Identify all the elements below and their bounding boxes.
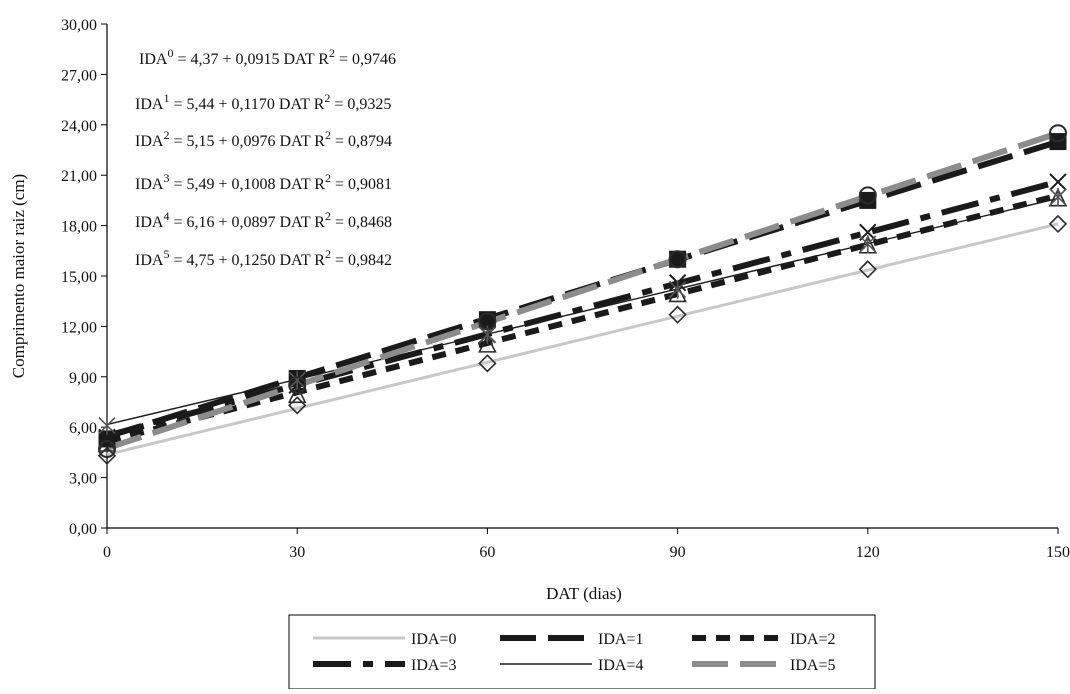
marker-circle (668, 250, 687, 269)
y-tick-label: 21,00 (61, 168, 97, 185)
series-line-ida-4 (106, 197, 1059, 426)
series-group (106, 130, 1059, 457)
y-tick-label: 9,00 (69, 370, 97, 387)
marker-circle (98, 440, 116, 459)
y-tick-label: 15,00 (61, 269, 97, 286)
x-tick-label: 30 (289, 544, 305, 561)
legend: IDA=0 IDA=1 IDA=2 IDA=3 IDA=4 IDA=5 (288, 614, 876, 690)
marker-asterisk (859, 235, 877, 254)
y-axis-label: Comprimento maior raiz (cm) (9, 174, 28, 378)
series-line-ida-0 (106, 222, 1059, 457)
y-tick-label: 3,00 (69, 471, 97, 488)
marker-circle (858, 186, 877, 205)
marker-circle (478, 312, 497, 331)
y-tick-label: 24,00 (61, 118, 97, 135)
y-tick-label: 6,00 (69, 420, 97, 437)
x-axis-label: DAT (dias) (546, 584, 622, 603)
equation-label: IDA5 = 4,75 + 0,1250 DAT R2 = 0,9842 (135, 247, 392, 269)
series-line-ida-5 (106, 130, 1059, 452)
legend-label: IDA=3 (411, 657, 456, 674)
y-tick-label: 18,00 (61, 219, 97, 236)
y-tick-label: 12,00 (61, 319, 97, 336)
equation-label: IDA2 = 5,15 + 0,0976 DAT R2 = 0,8794 (135, 128, 392, 150)
x-tick-label: 120 (856, 544, 880, 561)
x-tick-label: 60 (479, 544, 495, 561)
equation-label: IDA3 = 5,49 + 0,1008 DAT R2 = 0,9081 (135, 171, 392, 193)
marker-x (1049, 173, 1067, 191)
legend-label: IDA=4 (598, 657, 643, 674)
legend-label: IDA=0 (411, 631, 456, 648)
marker-circle (1049, 124, 1067, 143)
legend-label: IDA=1 (598, 631, 643, 648)
y-tick-label: 27,00 (61, 67, 97, 84)
equation-label: IDA1 = 5,44 + 0,1170 DAT R2 = 0,9325 (135, 91, 391, 113)
marker-diamond (478, 354, 497, 373)
tick-labels-group: 0,00 3,00 6,00 9,00 12,00 15,00 18,00 21,00 24,0… (61, 17, 1070, 561)
marker-triangle (287, 384, 307, 404)
legend-label: IDA=2 (790, 631, 835, 648)
marker-asterisk (288, 371, 306, 390)
marker-diamond (668, 305, 687, 324)
marker-square (859, 191, 877, 209)
x-tick-label: 150 (1046, 544, 1070, 561)
marker-diamond (97, 446, 117, 465)
marker-asterisk (98, 416, 116, 435)
equation-label: IDA4 = 6,16 + 0,0897 DAT R2 = 0,8468 (135, 209, 392, 231)
marker-circle (288, 376, 307, 395)
marker-diamond (858, 260, 877, 279)
marker-asterisk (1049, 188, 1067, 207)
x-tick-label: 0 (103, 544, 111, 561)
y-tick-label: 0,00 (69, 521, 97, 538)
marker-triangle (478, 334, 497, 353)
y-tick-label: 30,00 (61, 17, 97, 34)
legend-label: IDA=5 (790, 657, 835, 674)
marker-asterisk (669, 280, 687, 299)
equations-group: IDA0 = 4,37 + 0,0915 DAT R2 = 0,9746 IDA1… (135, 46, 396, 269)
markers-group (97, 124, 1068, 465)
legend-box (288, 614, 876, 690)
marker-diamond (1048, 214, 1068, 234)
equation-label: IDA0 = 4,37 + 0,0915 DAT R2 = 0,9746 (139, 46, 396, 68)
x-tick-label: 90 (670, 544, 686, 561)
